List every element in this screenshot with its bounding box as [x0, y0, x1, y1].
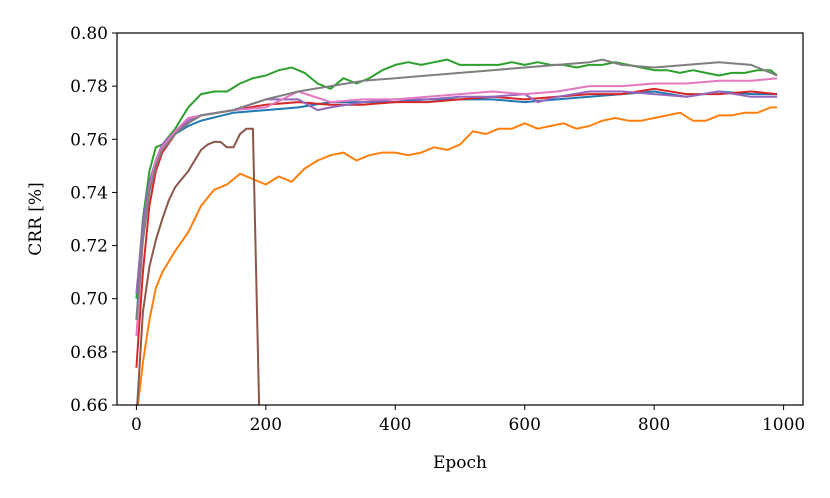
series-line-4 — [135, 87, 778, 368]
y-axis-label: CRR [%] — [26, 182, 46, 255]
y-tick-label: 0.68 — [70, 343, 108, 363]
series-line-8 — [135, 58, 778, 321]
series-line-2 — [136, 106, 778, 405]
series-line-1 — [135, 90, 778, 321]
series-line-5 — [135, 90, 778, 294]
x-axis-label: Epoch — [433, 453, 487, 473]
series-line-7 — [135, 77, 778, 336]
series-line-3 — [135, 58, 778, 299]
y-tick-label: 0.78 — [70, 77, 108, 97]
y-tick-label: 0.66 — [70, 396, 108, 416]
x-tick-label: 800 — [638, 415, 670, 435]
x-axis-ticks: 0 200 400 600 800 1000 — [131, 405, 805, 435]
plot-area — [135, 58, 778, 405]
series-line-6 — [136, 127, 261, 405]
x-tick-label: 0 — [131, 415, 142, 435]
y-tick-label: 0.76 — [70, 130, 108, 150]
y-tick-label: 0.70 — [70, 290, 108, 310]
plot-frame — [116, 32, 804, 406]
x-tick-label: 1000 — [762, 415, 805, 435]
y-tick-label: 0.74 — [70, 183, 108, 203]
x-tick-label: 200 — [250, 415, 282, 435]
x-tick-label: 400 — [379, 415, 411, 435]
y-tick-label: 0.80 — [70, 24, 108, 44]
y-axis-ticks: 0.66 0.68 0.70 0.72 0.74 0.76 0.78 0.80 — [70, 24, 117, 416]
x-tick-label: 600 — [508, 415, 540, 435]
y-tick-label: 0.72 — [70, 237, 108, 257]
